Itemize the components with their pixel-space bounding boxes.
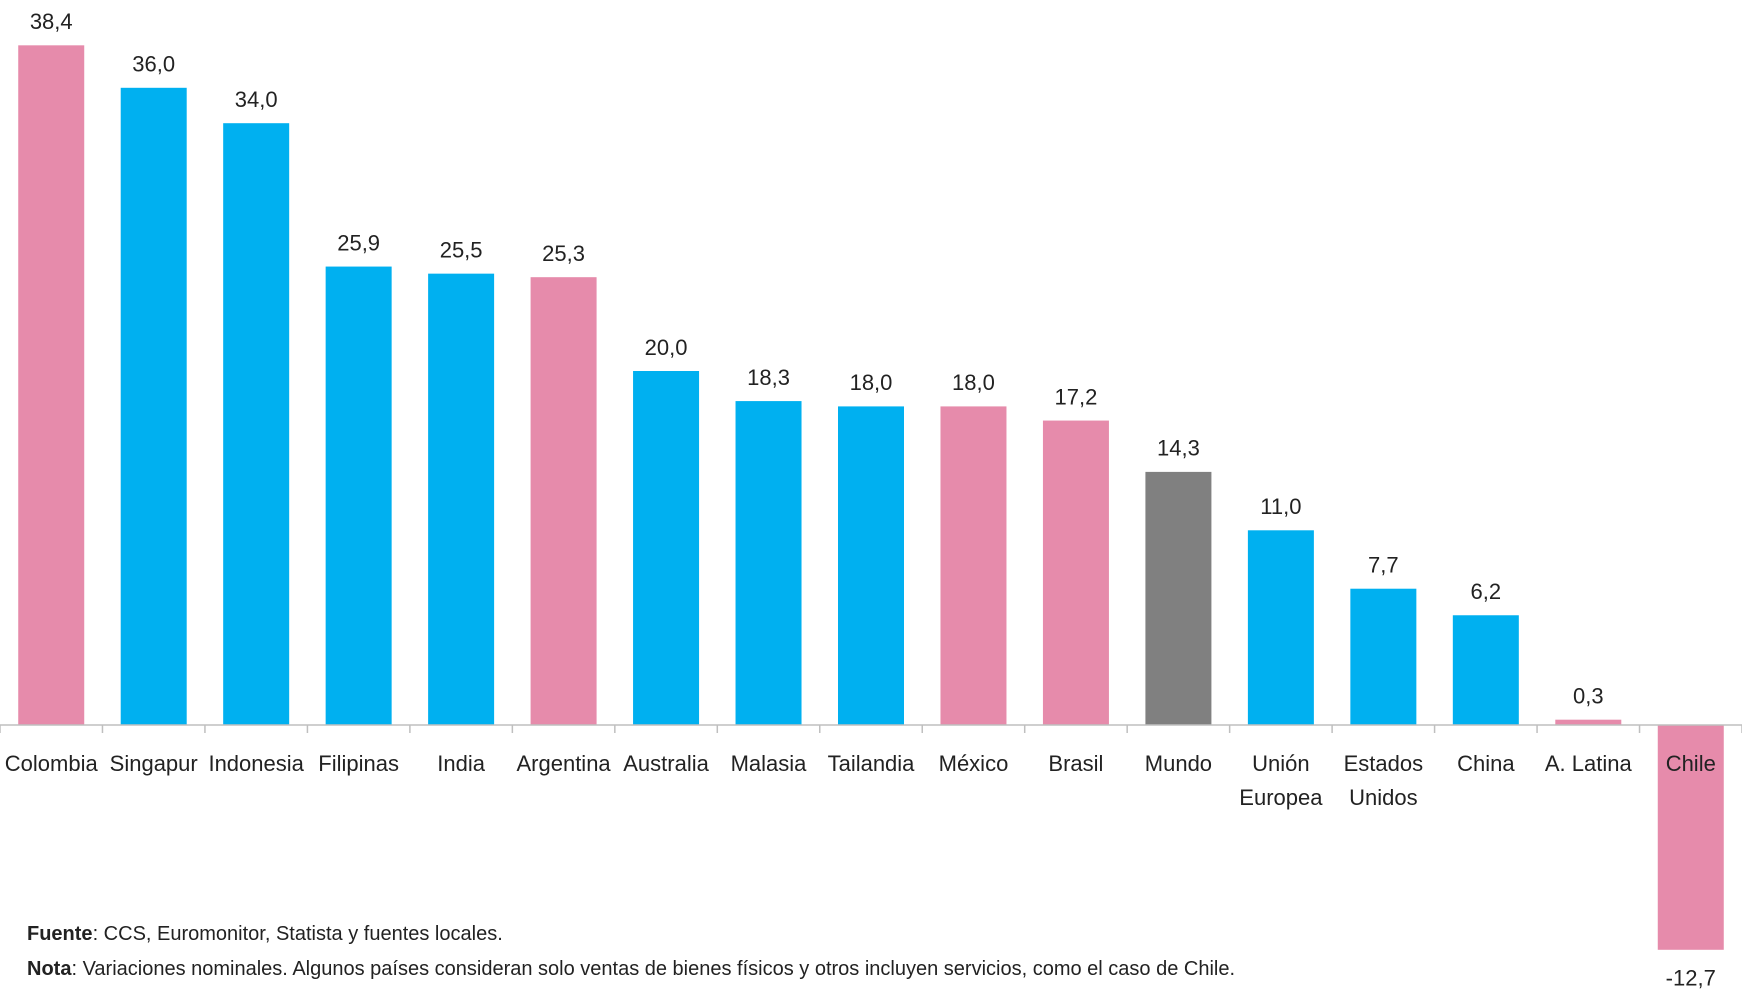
x-tick-label: Estados Unidos bbox=[1344, 751, 1424, 810]
note-label: Fuente bbox=[27, 923, 93, 945]
bar bbox=[1657, 725, 1724, 950]
value-label: 25,3 bbox=[542, 241, 585, 266]
bar bbox=[1350, 588, 1417, 725]
bar bbox=[223, 123, 290, 725]
x-tick-label: Filipinas bbox=[318, 751, 399, 776]
value-label: 20,0 bbox=[645, 335, 688, 360]
method-note: Nota: Variaciones nominales. Algunos paí… bbox=[27, 958, 1235, 980]
value-label: 25,9 bbox=[337, 230, 380, 255]
x-tick-label: Unión Europea bbox=[1239, 751, 1323, 810]
bar bbox=[325, 266, 392, 725]
value-label: 14,3 bbox=[1157, 436, 1200, 461]
bar bbox=[1452, 615, 1519, 725]
bar bbox=[120, 87, 187, 726]
bar bbox=[1145, 471, 1212, 725]
x-tick-label: Indonesia bbox=[208, 751, 304, 776]
note-text: : CCS, Euromonitor, Statista y fuentes l… bbox=[93, 923, 503, 945]
x-tick-label: A. Latina bbox=[1545, 751, 1633, 776]
value-label: 17,2 bbox=[1055, 384, 1098, 409]
x-tick-label: India bbox=[437, 751, 485, 776]
value-label: 34,0 bbox=[235, 87, 278, 112]
note-text: : Variaciones nominales. Algunos países … bbox=[71, 958, 1235, 980]
value-label: 25,5 bbox=[440, 237, 483, 262]
bar bbox=[735, 401, 802, 725]
x-tick-label: Australia bbox=[623, 751, 709, 776]
source-note: Fuente: CCS, Euromonitor, Statista y fue… bbox=[27, 923, 503, 945]
x-tick-label: Colombia bbox=[5, 751, 99, 776]
bar bbox=[838, 406, 904, 725]
bar bbox=[18, 45, 85, 725]
x-tick-label: Chile bbox=[1666, 751, 1716, 776]
value-label: 7,7 bbox=[1368, 553, 1399, 578]
value-label: 6,2 bbox=[1471, 579, 1502, 604]
value-label: -12,7 bbox=[1666, 966, 1716, 991]
bar bbox=[940, 406, 1007, 725]
x-tick-label: Mundo bbox=[1145, 751, 1212, 776]
x-tick-label: Brasil bbox=[1048, 751, 1103, 776]
x-tick-label: México bbox=[939, 751, 1009, 776]
value-label: 11,0 bbox=[1260, 494, 1301, 519]
x-tick-label: Argentina bbox=[516, 751, 611, 776]
bar bbox=[633, 371, 700, 725]
bar bbox=[1555, 719, 1622, 725]
x-tick-label: China bbox=[1457, 751, 1515, 776]
value-label: 18,0 bbox=[952, 370, 995, 395]
bar bbox=[1042, 420, 1109, 725]
x-tick-label: Singapur bbox=[110, 751, 198, 776]
x-tick-label: Malasia bbox=[731, 751, 808, 776]
bar bbox=[530, 277, 597, 725]
plot-area: 38,4 36,0 34,0 25,9 25,5 25,3 20,0 18,3 18,0 18,0… bbox=[0, 9, 1742, 991]
value-label: 18,3 bbox=[747, 365, 790, 390]
note-label: Nota bbox=[27, 958, 72, 980]
x-tick-label: Tailandia bbox=[828, 751, 916, 776]
value-label: 0,3 bbox=[1573, 684, 1604, 709]
bar bbox=[428, 273, 495, 725]
value-label: 36,0 bbox=[132, 52, 175, 77]
bar bbox=[1247, 530, 1314, 725]
value-label: 38,4 bbox=[30, 9, 73, 34]
value-label: 18,0 bbox=[850, 370, 893, 395]
